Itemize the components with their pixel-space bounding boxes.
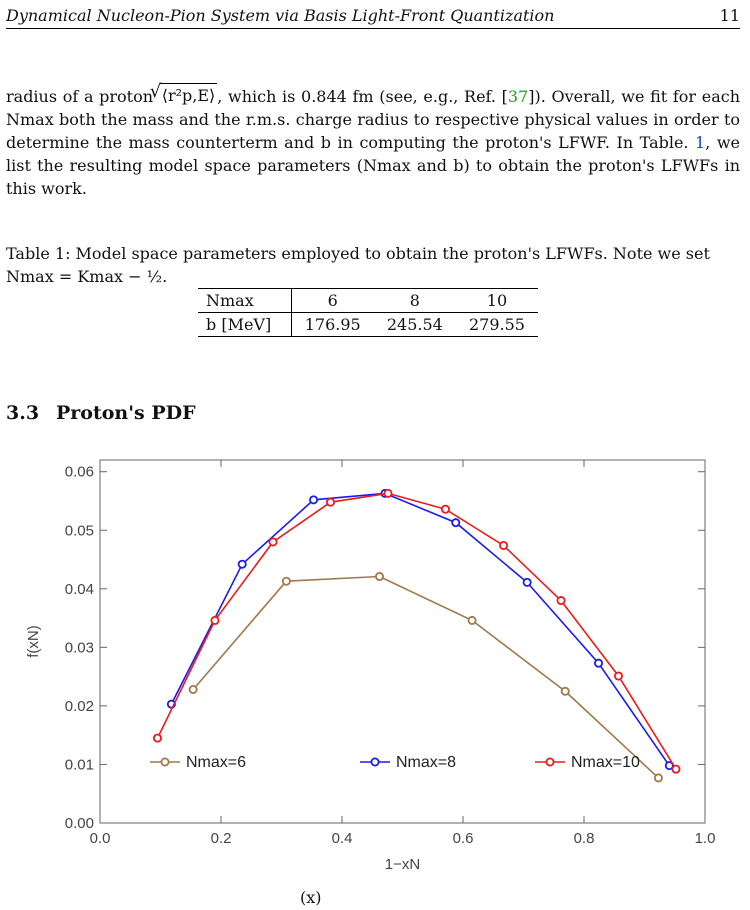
data-point — [152, 733, 162, 743]
legend-label: Nmax=8 — [396, 754, 456, 771]
table-header-cell: 10 — [455, 288, 538, 313]
reference-link[interactable]: 37 — [507, 87, 529, 106]
y-tick-label: 0.00 — [65, 815, 94, 832]
data-point — [309, 495, 319, 505]
table-cell: 176.95 — [291, 312, 374, 337]
series-line — [156, 492, 677, 770]
section-number: 3.3 — [6, 402, 40, 424]
plot-frame — [99, 459, 706, 824]
data-point — [237, 559, 247, 569]
legend-marker — [370, 757, 380, 767]
x-axis-label: 1−xN — [385, 856, 420, 873]
figure-footer-text: (x) — [300, 888, 322, 907]
data-point — [268, 537, 278, 547]
y-tick-label: 0.02 — [65, 698, 94, 715]
table-header-label: Nmax — [198, 288, 292, 313]
data-point — [451, 518, 461, 528]
data-point — [653, 773, 663, 783]
data-point — [671, 764, 681, 774]
data-point — [556, 596, 566, 606]
x-tick-label: 0.2 — [211, 830, 232, 847]
data-point — [499, 540, 509, 550]
table-header-cell: 8 — [373, 288, 456, 313]
table-cell: 279.55 — [455, 312, 538, 337]
y-tick-label: 0.03 — [65, 639, 94, 656]
paragraph-text-2: , which is 0.844 fm (see, e.g., Ref. [ — [217, 87, 508, 106]
x-tick-label: 1.0 — [695, 830, 716, 847]
series-line — [192, 575, 659, 779]
page-number: 11 — [719, 6, 740, 25]
table-header-cell: 6 — [291, 288, 374, 313]
data-point — [440, 504, 450, 514]
data-point — [188, 685, 198, 695]
data-point — [281, 576, 291, 586]
parameter-table: Nmax 6 8 10 b [MeV] 176.95 245.54 279.55 — [198, 288, 538, 337]
x-tick-label: 0.8 — [574, 830, 595, 847]
legend-marker — [160, 757, 170, 767]
series-line — [170, 492, 670, 767]
running-head: Dynamical Nucleon-Pion System via Basis … — [6, 6, 740, 29]
paragraph-text-1: radius of a proton — [6, 87, 159, 106]
legend-label: Nmax=6 — [186, 754, 246, 771]
data-point — [383, 488, 393, 498]
body-paragraph: radius of a proton ⟨r²p,E⟩, which is 0.8… — [6, 80, 741, 200]
legend-marker — [545, 757, 555, 767]
data-point — [613, 671, 623, 681]
x-tick-label: 0.4 — [332, 830, 353, 847]
radius-symbol: ⟨r²p,E⟩ — [150, 80, 218, 107]
legend-label: Nmax=10 — [571, 754, 640, 771]
table-row-label: b [MeV] — [198, 312, 292, 337]
data-point — [594, 658, 604, 668]
paper-title: Dynamical Nucleon-Pion System via Basis … — [6, 6, 555, 25]
pdf-chart: 0.00 0.01 0.02 0.03 0.04 0.05 0.06 0.0 0.2 0.4 0.6… — [0, 440, 750, 880]
y-tick-label: 0.04 — [65, 581, 94, 598]
x-tick-label: 0.6 — [453, 830, 474, 847]
y-tick-label: 0.05 — [65, 522, 94, 539]
y-tick-label: 0.01 — [65, 756, 94, 773]
data-point — [467, 615, 477, 625]
paragraph-text-4: , we list the resulting model space para… — [6, 133, 740, 198]
data-point — [522, 577, 532, 587]
table-reference-link[interactable]: 1 — [695, 133, 706, 152]
chart-svg: 0.00 0.01 0.02 0.03 0.04 0.05 0.06 0.0 0.2 0.4 0.6… — [25, 459, 716, 873]
table-caption: Table 1: Model space parameters employed… — [6, 244, 710, 286]
data-point — [664, 761, 674, 771]
paragraph-text-3: ]). Overall, we fit for each Nmax both t… — [6, 87, 741, 152]
table-row: b [MeV] 176.95 245.54 279.55 — [198, 312, 538, 337]
y-axis-label: f(xN) — [25, 625, 42, 658]
section-heading: 3.3 Proton's PDF — [6, 402, 196, 424]
data-point — [210, 615, 220, 625]
table-header-row: Nmax 6 8 10 — [198, 288, 538, 313]
data-point — [326, 497, 336, 507]
section-title: Proton's PDF — [56, 402, 196, 424]
x-tick-label: 0.0 — [90, 830, 111, 847]
data-point — [560, 686, 570, 696]
table-cell: 245.54 — [373, 312, 456, 337]
data-point — [375, 572, 385, 582]
y-tick-label: 0.06 — [65, 464, 94, 481]
